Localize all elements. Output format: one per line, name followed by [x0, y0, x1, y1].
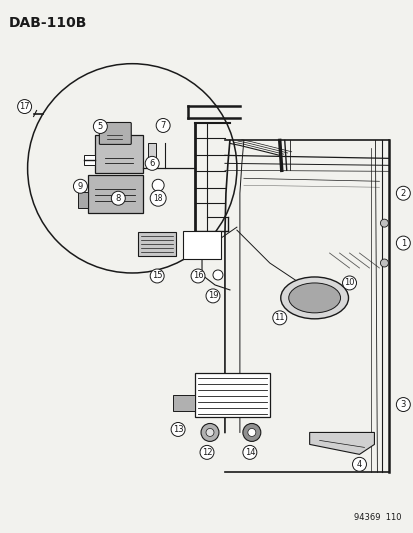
Text: 94369  110: 94369 110 — [353, 513, 400, 522]
Circle shape — [152, 179, 164, 191]
Text: 3: 3 — [400, 400, 405, 409]
Circle shape — [150, 269, 164, 283]
Circle shape — [93, 119, 107, 133]
Circle shape — [171, 423, 185, 437]
Circle shape — [212, 270, 223, 280]
FancyBboxPatch shape — [183, 231, 221, 259]
Circle shape — [206, 289, 219, 303]
FancyBboxPatch shape — [195, 373, 269, 417]
Circle shape — [73, 179, 87, 193]
FancyBboxPatch shape — [84, 156, 95, 165]
Circle shape — [380, 259, 387, 267]
Circle shape — [395, 236, 409, 250]
Circle shape — [18, 100, 31, 114]
Circle shape — [351, 457, 366, 471]
FancyBboxPatch shape — [173, 394, 195, 410]
Text: 16: 16 — [192, 271, 203, 280]
Text: 18: 18 — [153, 193, 163, 203]
Text: 19: 19 — [207, 292, 218, 301]
Circle shape — [247, 429, 255, 437]
Text: DAB-110B: DAB-110B — [9, 16, 87, 30]
FancyBboxPatch shape — [138, 232, 176, 256]
Text: 2: 2 — [400, 189, 405, 198]
Text: 13: 13 — [172, 425, 183, 434]
Circle shape — [156, 118, 170, 133]
Text: 12: 12 — [201, 448, 212, 457]
Circle shape — [199, 446, 214, 459]
Circle shape — [201, 424, 218, 441]
Circle shape — [272, 311, 286, 325]
Circle shape — [190, 269, 204, 283]
Polygon shape — [309, 432, 373, 454]
Circle shape — [206, 429, 214, 437]
Text: 15: 15 — [152, 271, 162, 280]
Text: 17: 17 — [19, 102, 30, 111]
FancyBboxPatch shape — [78, 192, 88, 208]
Circle shape — [111, 191, 125, 205]
Ellipse shape — [280, 277, 348, 319]
Ellipse shape — [288, 283, 340, 313]
Text: 11: 11 — [274, 313, 284, 322]
Text: 1: 1 — [400, 239, 405, 248]
Text: 6: 6 — [149, 159, 154, 168]
Text: 14: 14 — [244, 448, 254, 457]
Circle shape — [145, 156, 159, 171]
Text: 10: 10 — [344, 278, 354, 287]
FancyBboxPatch shape — [95, 135, 143, 173]
Text: 5: 5 — [97, 122, 103, 131]
FancyBboxPatch shape — [88, 175, 143, 213]
Circle shape — [150, 190, 166, 206]
Circle shape — [395, 398, 409, 411]
Circle shape — [380, 219, 387, 227]
FancyBboxPatch shape — [148, 143, 156, 165]
Text: 8: 8 — [115, 193, 121, 203]
FancyBboxPatch shape — [99, 123, 131, 144]
Circle shape — [342, 276, 356, 290]
Text: 9: 9 — [78, 182, 83, 191]
Circle shape — [242, 446, 256, 459]
Circle shape — [395, 186, 409, 200]
Text: 4: 4 — [356, 460, 361, 469]
Text: 7: 7 — [160, 121, 166, 130]
Circle shape — [242, 424, 260, 441]
